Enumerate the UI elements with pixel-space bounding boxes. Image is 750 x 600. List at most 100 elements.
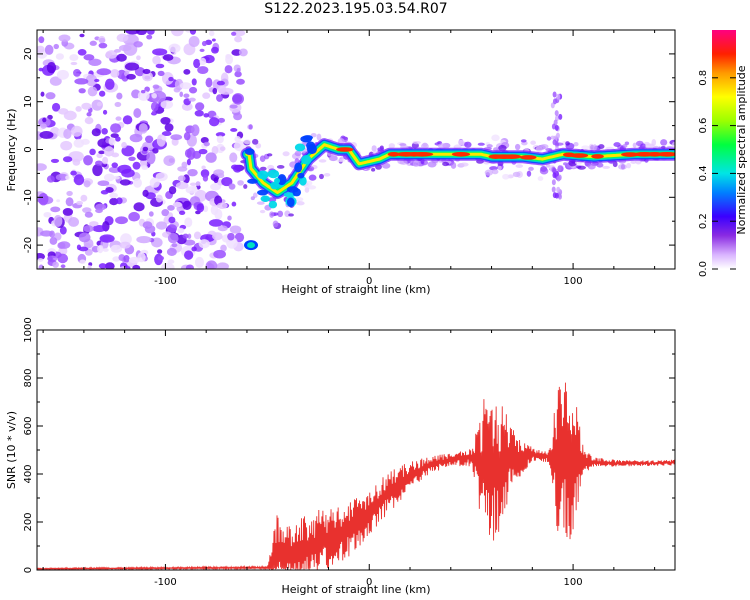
noise-blob bbox=[40, 91, 45, 97]
noise-blob bbox=[81, 102, 92, 110]
noise-blob bbox=[49, 76, 62, 86]
noise-blob bbox=[38, 192, 49, 206]
noise-blob bbox=[195, 102, 205, 111]
noise-blob bbox=[210, 183, 222, 191]
snr-ylabel: SNR (10 * v/v) bbox=[5, 411, 18, 489]
noise-blob bbox=[193, 58, 201, 69]
noise-blob bbox=[109, 197, 119, 206]
noise-blob bbox=[112, 256, 121, 262]
noise-blob bbox=[220, 244, 227, 252]
noise-blob bbox=[110, 123, 122, 134]
noise-blob bbox=[115, 216, 128, 225]
noise-blob bbox=[43, 211, 52, 218]
noise-blob bbox=[87, 265, 92, 269]
noise-blob bbox=[195, 181, 201, 187]
noise-blob bbox=[124, 62, 140, 71]
noise-blob bbox=[110, 68, 120, 78]
noise-blob bbox=[116, 197, 123, 205]
noise-blob bbox=[116, 33, 129, 43]
noise-blob bbox=[151, 110, 156, 115]
spike-blob bbox=[552, 167, 557, 174]
figure-title: S122.2023.195.03.54.R07 bbox=[264, 1, 448, 17]
noise-blob bbox=[192, 150, 202, 159]
noise-blob bbox=[161, 131, 172, 137]
ridge-halo-blob bbox=[305, 180, 313, 186]
noise-blob bbox=[105, 262, 115, 269]
y-tick-label: 20 bbox=[23, 48, 34, 61]
noise-blob bbox=[98, 90, 106, 97]
noise-blob bbox=[164, 123, 174, 132]
ridge-halo-blob bbox=[266, 153, 273, 157]
noise-blob bbox=[116, 92, 123, 100]
noise-blob bbox=[163, 155, 176, 166]
ridge-halo-blob bbox=[577, 165, 586, 170]
noise-blob bbox=[151, 93, 157, 99]
ridge-halo-blob bbox=[565, 141, 570, 146]
noise-blob bbox=[77, 48, 87, 56]
noise-blob bbox=[56, 199, 61, 203]
noise-blob bbox=[191, 78, 197, 86]
ridge-halo-blob bbox=[243, 184, 248, 189]
spike-blob bbox=[551, 186, 556, 193]
ridge-halo-blob bbox=[573, 142, 579, 147]
noise-blob bbox=[161, 135, 167, 141]
noise-blob bbox=[144, 86, 150, 93]
noise-blob bbox=[168, 216, 176, 224]
noise-blob bbox=[115, 116, 122, 121]
noise-blob bbox=[37, 163, 47, 171]
noise-blob bbox=[60, 140, 73, 151]
low-ridge-blob bbox=[267, 169, 280, 179]
noise-blob bbox=[47, 114, 53, 120]
noise-blob bbox=[171, 30, 184, 37]
noise-blob bbox=[161, 71, 174, 85]
x-tick-label: 0 bbox=[366, 577, 372, 588]
noise-blob bbox=[39, 131, 54, 139]
noise-blob bbox=[229, 152, 238, 163]
low-ridge-blob bbox=[270, 181, 279, 190]
noise-blob bbox=[231, 31, 237, 36]
noise-blob bbox=[213, 169, 225, 176]
noise-blob bbox=[111, 162, 119, 168]
noise-blob bbox=[98, 263, 107, 269]
noise-blob bbox=[86, 112, 92, 117]
noise-blob bbox=[128, 156, 136, 161]
noise-blob bbox=[155, 63, 165, 69]
noise-blob bbox=[89, 221, 99, 227]
noise-blob bbox=[98, 150, 106, 155]
noise-blob bbox=[194, 110, 204, 117]
noise-blob bbox=[167, 259, 175, 264]
colorbar-tick-label: 0.0 bbox=[698, 261, 709, 277]
ridge-halo-blob bbox=[520, 139, 527, 143]
y-tick-label: 0 bbox=[23, 146, 34, 152]
noise-blob bbox=[113, 49, 121, 53]
ridge-halo-blob bbox=[457, 139, 465, 146]
noise-blob bbox=[218, 87, 234, 95]
noise-blob bbox=[49, 237, 58, 245]
noise-blob bbox=[166, 247, 177, 256]
noise-blob bbox=[55, 173, 69, 181]
spike-blob bbox=[556, 186, 561, 193]
noise-blob bbox=[62, 208, 74, 216]
noise-blob bbox=[157, 255, 165, 261]
noise-blob bbox=[73, 69, 81, 77]
noise-blob bbox=[84, 211, 93, 218]
ridge-halo-blob bbox=[512, 171, 521, 178]
noise-blob bbox=[113, 175, 120, 180]
noise-blob bbox=[92, 225, 106, 233]
ridge-halo-blob bbox=[587, 163, 596, 170]
noise-blob bbox=[109, 192, 118, 199]
spike-blob bbox=[552, 172, 557, 179]
noise-blob bbox=[115, 136, 121, 142]
noise-blob bbox=[233, 112, 243, 121]
noise-blob bbox=[110, 244, 123, 253]
noise-blob bbox=[59, 226, 67, 235]
y-tick-label: 800 bbox=[23, 368, 34, 387]
noise-blob bbox=[234, 232, 245, 243]
noise-blob bbox=[100, 190, 109, 195]
noise-blob bbox=[78, 88, 86, 94]
noise-blob bbox=[217, 117, 226, 123]
noise-blob bbox=[142, 68, 151, 75]
